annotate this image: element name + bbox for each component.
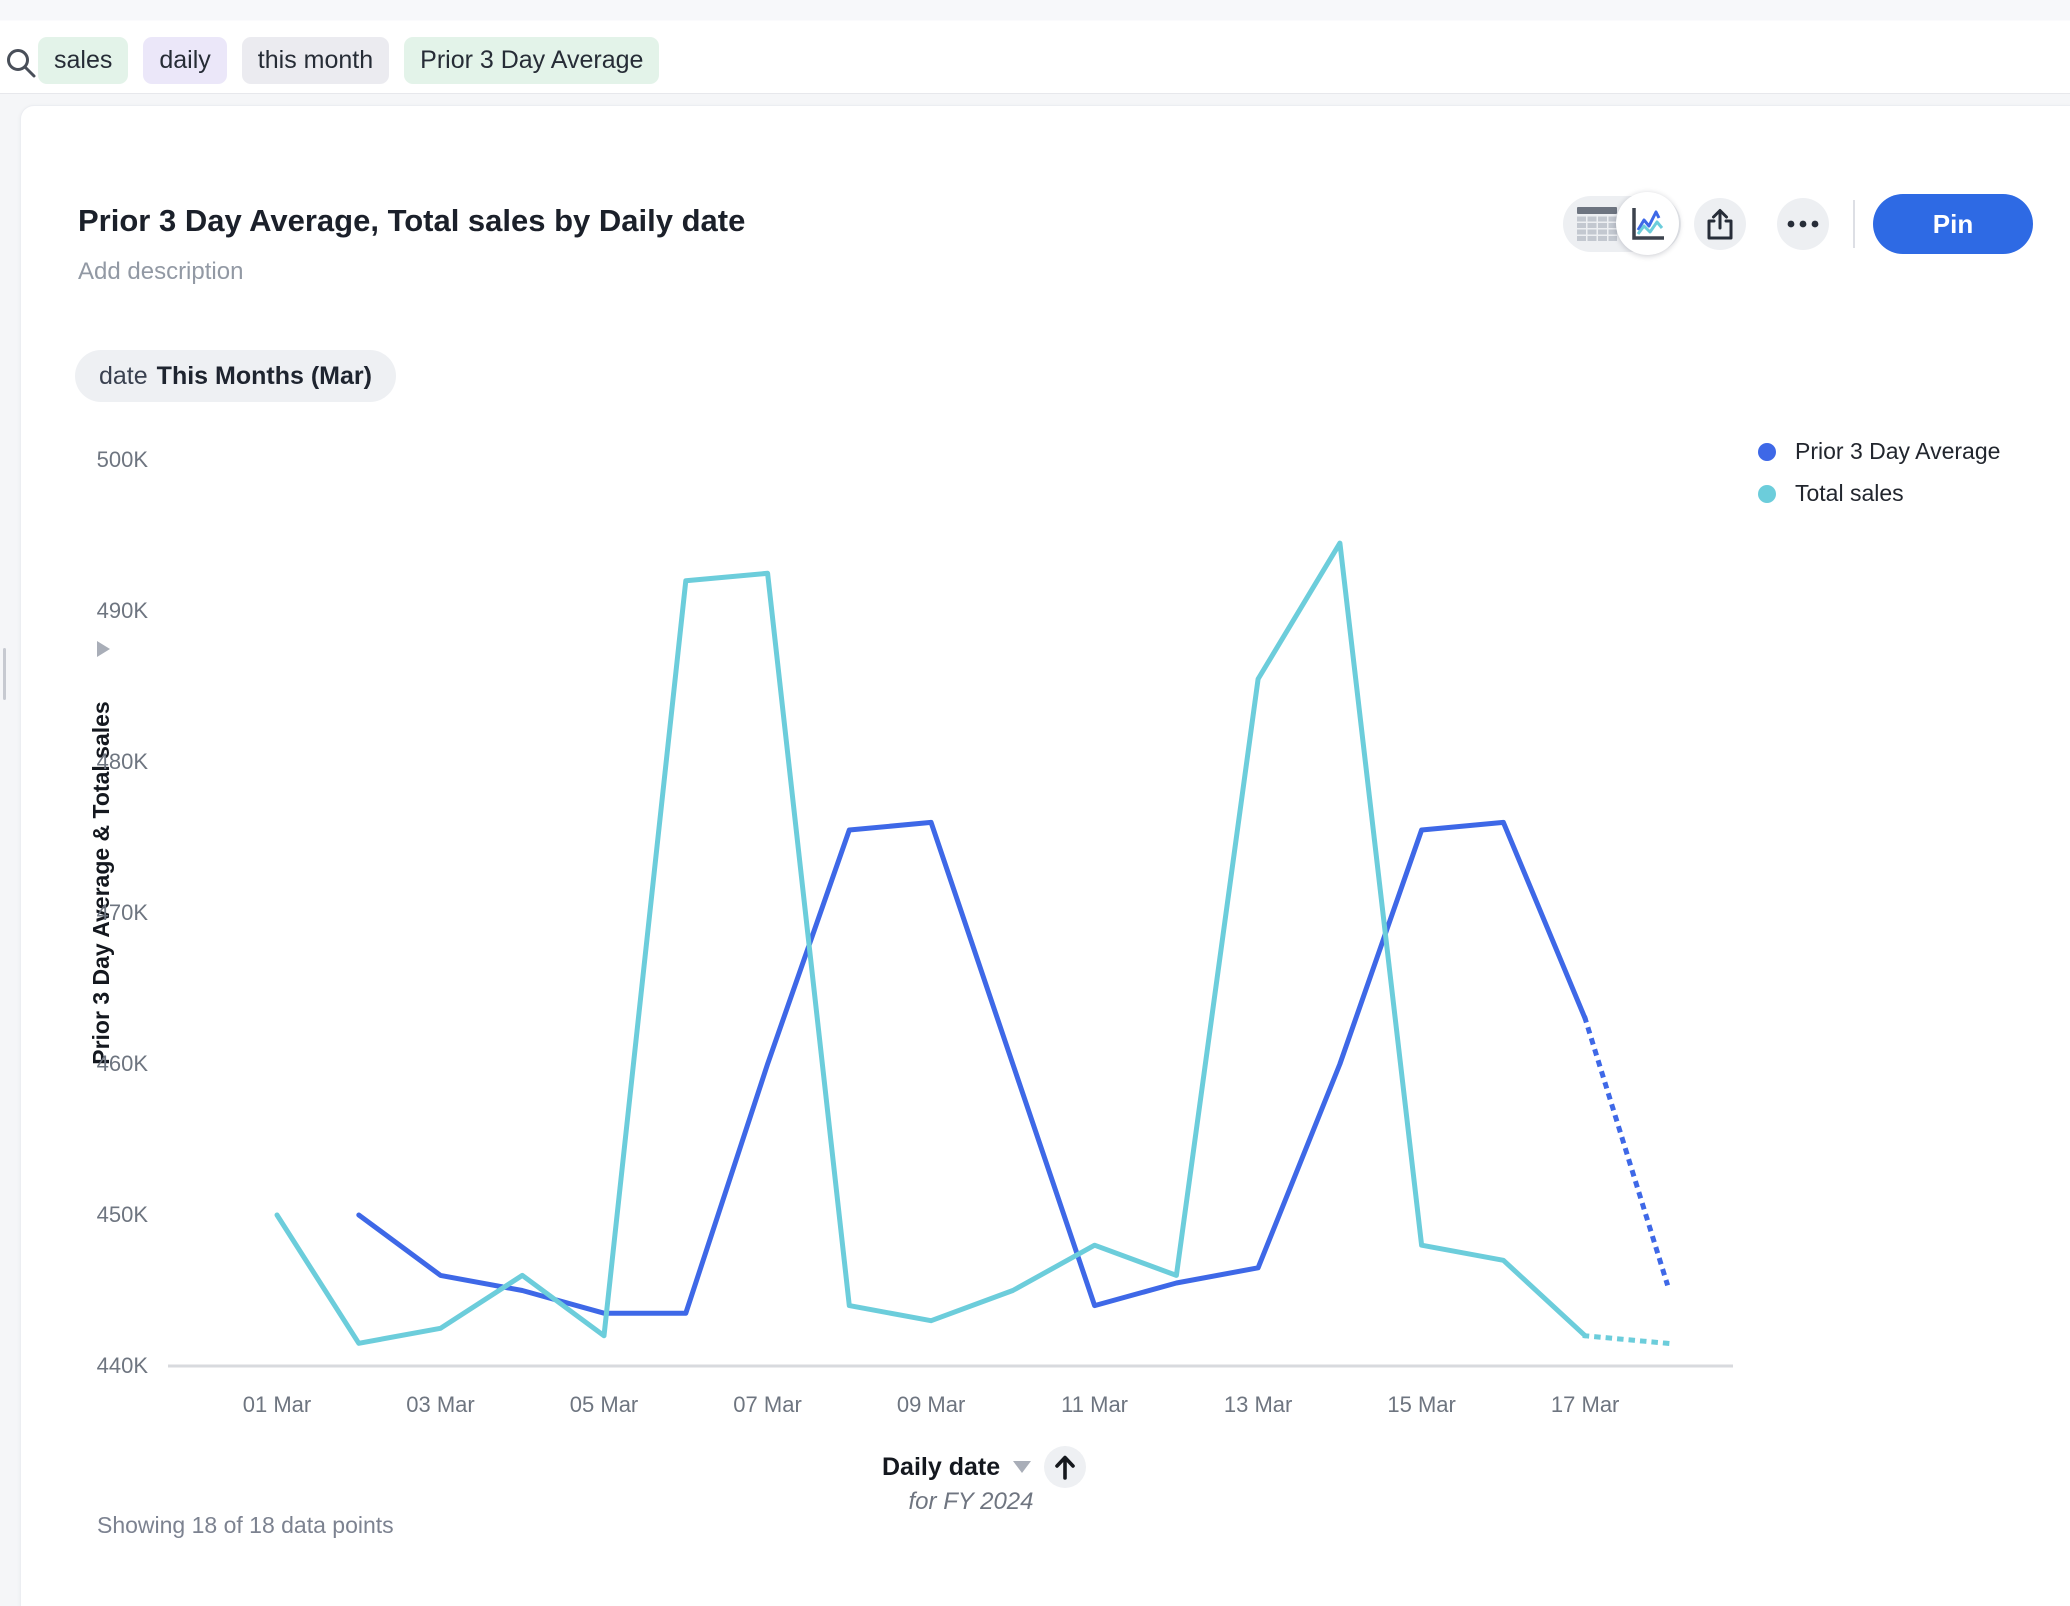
x-tick-label: 05 Mar [569, 1392, 639, 1417]
search-icon[interactable] [4, 46, 38, 80]
search-token[interactable]: this month [241, 37, 390, 84]
sort-ascending-button[interactable] [1044, 1446, 1087, 1488]
y-tick-label: 460K [96, 1051, 148, 1076]
x-tick-label: 17 Mar [1550, 1392, 1620, 1417]
x-tick-label: 07 Mar [733, 1392, 802, 1417]
y-tick-label: 470K [96, 900, 148, 925]
search-token[interactable]: Prior 3 Day Average [404, 37, 660, 84]
x-tick-label: 03 Mar [406, 1392, 475, 1417]
y-tick-label: 450K [96, 1202, 148, 1227]
filter-chip-field: date [99, 361, 148, 390]
series-line-prior-3-day-average-projected [1582, 1015, 1671, 1287]
table-view-button[interactable] [1577, 207, 1617, 241]
x-axis-controls: Daily date [882, 1446, 1087, 1488]
x-tick-label: 13 Mar [1223, 1392, 1293, 1417]
panel-resize-handle[interactable] [3, 648, 6, 700]
view-toggle [1563, 192, 1681, 255]
x-axis-sublabel: for FY 2024 [908, 1488, 1034, 1515]
x-tick-label: 11 Mar [1061, 1392, 1129, 1417]
legend-label: Total sales [1795, 480, 1904, 506]
x-tick-label: 15 Mar [1387, 1392, 1456, 1417]
y-axis-expand-icon[interactable] [97, 641, 110, 657]
legend-dot [1758, 484, 1776, 503]
arrow-up-icon [1055, 1455, 1075, 1480]
ellipsis-icon [1787, 220, 1819, 228]
y-tick-label: 440K [96, 1353, 148, 1378]
line-chart-icon [1631, 207, 1664, 240]
filter-chip-value: This Months (Mar) [156, 361, 372, 390]
y-tick-label: 490K [96, 598, 148, 623]
series-line-prior-3-day-average [356, 819, 1588, 1316]
legend-item[interactable]: Prior 3 Day Average [1758, 438, 2000, 465]
legend-dot [1758, 442, 1776, 461]
series-line-total-sales [274, 540, 1588, 1346]
search-token-list[interactable]: sales daily this month Prior 3 Day Average [38, 37, 660, 84]
search-bar[interactable]: sales daily this month Prior 3 Day Average [0, 0, 2070, 94]
series-line-total-sales-projected [1582, 1333, 1670, 1347]
more-options-button[interactable] [1777, 198, 1829, 250]
legend-label: Prior 3 Day Average [1795, 438, 2001, 464]
chart-view-button[interactable] [1616, 192, 1679, 255]
y-tick-label: 480K [96, 749, 148, 774]
search-token[interactable]: sales [38, 37, 129, 84]
date-filter-chip[interactable]: date This Months (Mar) [75, 350, 396, 402]
search-token[interactable]: daily [143, 37, 227, 84]
share-button[interactable] [1694, 198, 1746, 250]
share-icon [1707, 209, 1733, 240]
legend-item[interactable]: Total sales [1758, 480, 2000, 507]
y-tick-label: 500K [96, 447, 148, 472]
chart-legend: Prior 3 Day Average Total sales [1758, 438, 2000, 507]
add-description-button[interactable]: Add description [78, 258, 244, 285]
pin-button[interactable]: Pin [1873, 194, 2033, 254]
chevron-down-icon[interactable] [1013, 1461, 1032, 1473]
x-tick-label: 09 Mar [896, 1392, 966, 1417]
page-title: Prior 3 Day Average, Total sales by Dail… [78, 203, 746, 238]
x-axis-field-label[interactable]: Daily date [882, 1452, 1001, 1481]
x-tick-label: 01 Mar [242, 1392, 312, 1417]
datapoints-status: Showing 18 of 18 data points [97, 1512, 394, 1538]
toolbar-divider [1853, 200, 1855, 248]
